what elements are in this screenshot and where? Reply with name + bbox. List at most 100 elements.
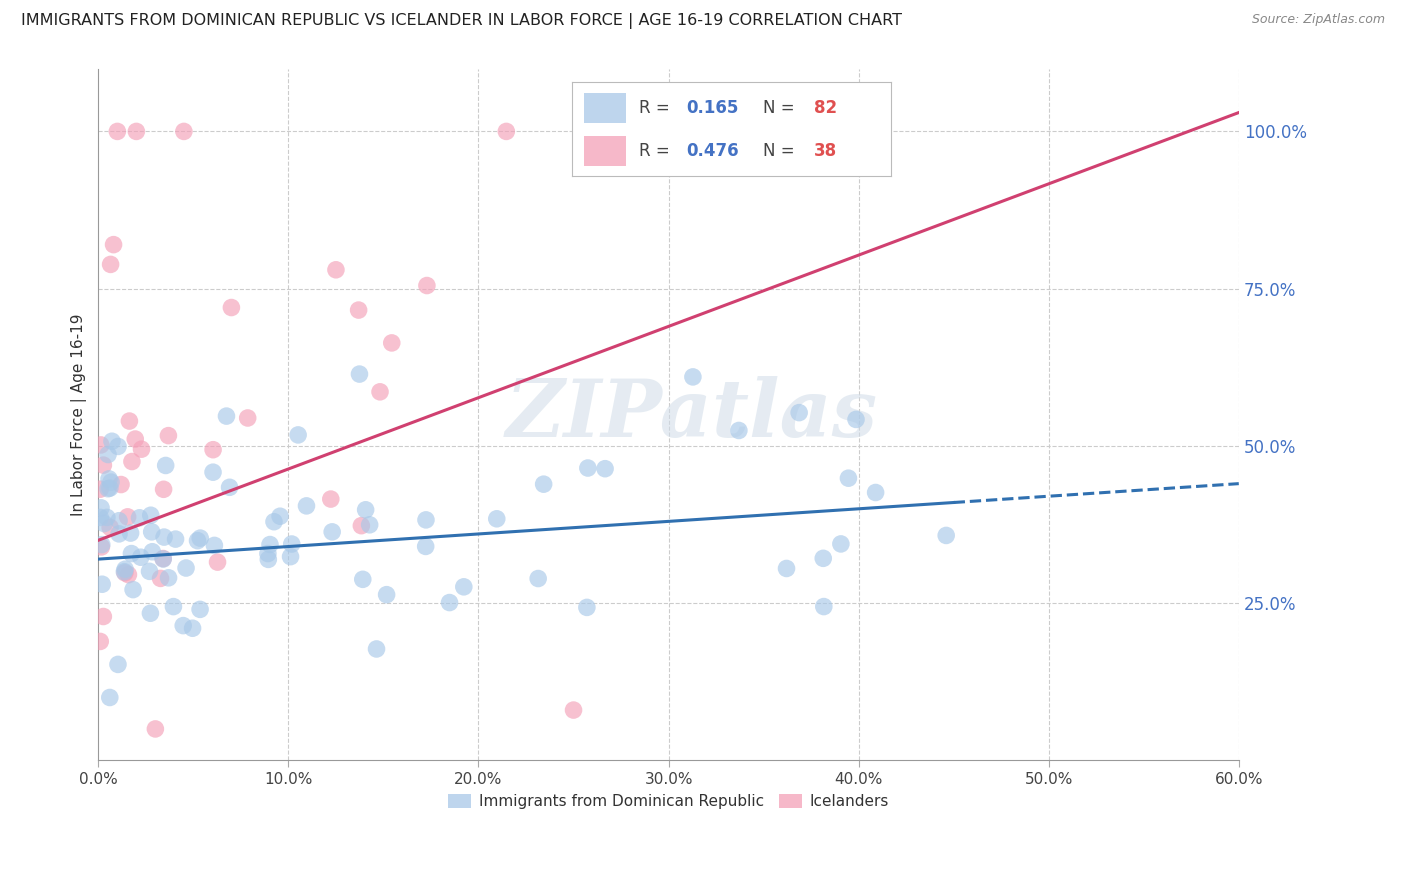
Point (172, 618, 194, 632)
Point (118, 414, 141, 428)
Point (122, 582, 145, 597)
Point (125, 124, 148, 138)
Point (257, 552, 280, 566)
Point (97, 482, 120, 496)
Point (321, 524, 343, 539)
Point (91, 577, 114, 591)
Point (495, 124, 517, 138)
Point (287, 428, 309, 442)
Point (90, 500, 112, 515)
Point (153, 530, 176, 544)
Point (139, 508, 162, 523)
Point (221, 301, 243, 315)
Point (576, 461, 599, 475)
Point (157, 571, 180, 585)
Point (152, 552, 174, 566)
Point (162, 599, 184, 614)
Point (101, 434, 124, 449)
Point (280, 549, 302, 564)
Point (114, 566, 136, 580)
Point (98, 472, 121, 486)
Point (131, 442, 153, 457)
Point (485, 512, 508, 526)
Point (263, 515, 285, 529)
Point (533, 477, 555, 491)
Point (319, 491, 342, 506)
Point (157, 428, 180, 442)
Point (813, 599, 835, 614)
Point (682, 370, 704, 384)
Point (593, 461, 616, 475)
Text: Source: ZipAtlas.com: Source: ZipAtlas.com (1251, 13, 1385, 27)
Point (107, 439, 129, 453)
Point (280, 537, 302, 551)
Point (562, 703, 585, 717)
Point (415, 540, 437, 554)
Point (108, 514, 131, 528)
Point (141, 545, 163, 559)
Point (114, 562, 136, 576)
Point (173, 124, 195, 138)
Point (103, 237, 125, 252)
Point (90, 438, 112, 452)
Point (145, 722, 167, 736)
Point (117, 509, 139, 524)
Point (415, 513, 437, 527)
Point (98, 481, 121, 495)
Point (218, 480, 240, 494)
Point (347, 303, 370, 318)
Point (813, 551, 835, 566)
Point (110, 477, 132, 491)
Point (100, 257, 122, 271)
Point (112, 565, 135, 579)
Legend: Immigrants from Dominican Republic, Icelanders: Immigrants from Dominican Republic, Icel… (441, 788, 896, 815)
Point (215, 409, 238, 423)
Point (174, 561, 197, 575)
Point (207, 555, 229, 569)
Point (575, 600, 598, 615)
Point (728, 424, 751, 438)
Point (186, 533, 208, 548)
Point (359, 517, 381, 532)
Point (165, 532, 187, 546)
Point (375, 588, 398, 602)
Point (108, 527, 131, 541)
Point (90, 538, 112, 552)
Point (121, 454, 143, 468)
Point (117, 567, 139, 582)
Text: ZIPatlas: ZIPatlas (505, 376, 877, 453)
Point (775, 561, 797, 575)
Point (93, 516, 115, 531)
Point (107, 657, 129, 672)
Point (141, 524, 163, 539)
Point (202, 442, 225, 457)
Point (89, 634, 111, 648)
Point (269, 509, 291, 524)
Point (837, 471, 859, 485)
Point (236, 411, 259, 425)
Point (865, 485, 887, 500)
Point (349, 367, 371, 381)
Point (830, 537, 852, 551)
Point (787, 406, 810, 420)
Point (138, 565, 160, 579)
Point (105, 124, 128, 138)
Point (97, 448, 120, 462)
Text: IMMIGRANTS FROM DOMINICAN REPUBLIC VS ICELANDER IN LABOR FORCE | AGE 16-19 CORRE: IMMIGRANTS FROM DOMINICAN REPUBLIC VS IC… (21, 13, 903, 29)
Point (202, 538, 225, 552)
Point (98, 690, 121, 705)
Point (181, 621, 204, 635)
Point (89, 510, 111, 524)
Point (439, 596, 461, 610)
Point (259, 537, 281, 551)
Point (354, 503, 377, 517)
Point (188, 602, 211, 616)
Point (139, 606, 162, 620)
Point (89, 482, 111, 496)
Point (366, 642, 388, 657)
Point (350, 518, 373, 533)
Y-axis label: In Labor Force | Age 16-19: In Labor Force | Age 16-19 (72, 313, 87, 516)
Point (129, 550, 152, 565)
Point (100, 475, 122, 489)
Point (381, 335, 404, 350)
